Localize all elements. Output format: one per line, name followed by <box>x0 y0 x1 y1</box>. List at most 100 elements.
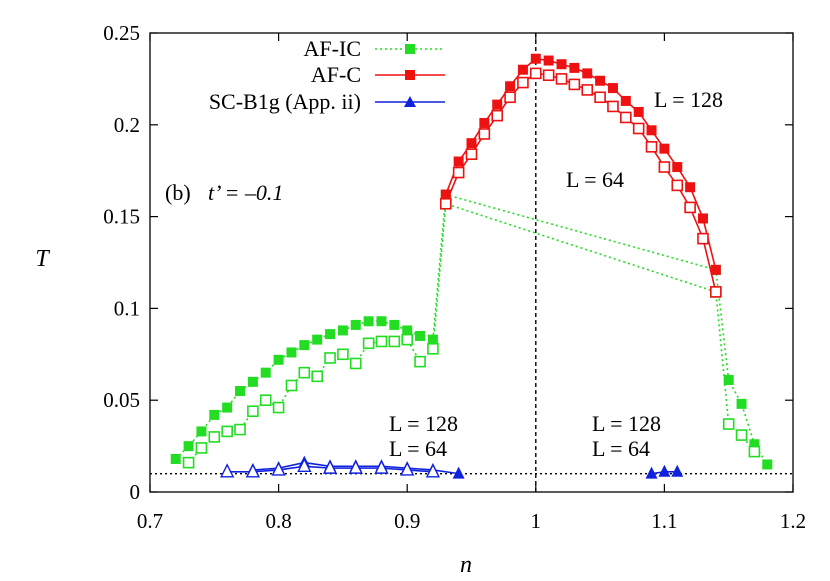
data-series <box>170 53 773 479</box>
data-point <box>465 148 478 160</box>
data-point <box>388 335 401 348</box>
data-point <box>183 441 194 452</box>
data-point <box>350 319 361 330</box>
data-point <box>646 125 657 136</box>
data-point <box>312 334 323 345</box>
data-point <box>749 439 760 450</box>
data-point <box>220 463 235 478</box>
series-line <box>445 72 717 293</box>
data-point <box>271 461 286 476</box>
data-point <box>478 128 491 140</box>
data-point <box>505 81 516 92</box>
data-point <box>222 402 233 413</box>
data-point <box>402 325 413 336</box>
data-point <box>607 100 619 113</box>
data-point <box>245 463 261 478</box>
x-tick-label: 1.2 <box>780 509 806 533</box>
y-tick-label: 0.25 <box>103 21 140 45</box>
data-point <box>479 117 490 128</box>
y-axis-label: T <box>35 246 50 272</box>
data-point <box>376 316 387 327</box>
y-tick-label: 0.1 <box>114 296 140 320</box>
data-point <box>348 459 363 474</box>
data-point <box>415 330 426 341</box>
data-point <box>234 423 246 436</box>
data-point <box>671 464 684 477</box>
size-label-sc-left-64: L = 64 <box>389 436 447 461</box>
data-point <box>735 429 748 441</box>
data-point <box>620 95 631 106</box>
data-point <box>633 106 644 117</box>
data-point <box>209 409 220 420</box>
x-tick-label: 1.1 <box>651 509 677 533</box>
size-label-sc-right-64: L = 64 <box>592 436 650 461</box>
data-point <box>221 425 233 438</box>
data-point <box>247 405 259 418</box>
data-point <box>632 122 645 135</box>
data-point <box>427 334 438 345</box>
data-point <box>453 156 464 167</box>
data-point <box>170 453 181 464</box>
data-point <box>504 91 516 104</box>
data-point <box>439 197 452 210</box>
data-point <box>748 445 761 458</box>
series-5 <box>220 457 441 478</box>
data-point <box>645 141 658 153</box>
data-point <box>607 83 618 94</box>
legend-label-af-c: AF-C <box>311 62 361 87</box>
series-2 <box>440 53 721 275</box>
series-3 <box>439 67 722 298</box>
data-point <box>658 161 671 173</box>
data-point <box>581 84 594 96</box>
data-point <box>195 442 208 454</box>
size-label-sc-right-128: L = 128 <box>592 411 661 436</box>
data-point <box>685 182 696 193</box>
data-point <box>594 91 606 104</box>
data-point <box>736 398 747 409</box>
legend-marker-sc-b1g <box>404 96 416 107</box>
data-point <box>569 62 580 73</box>
size-label-af-c-128: L = 128 <box>654 87 723 112</box>
series-line <box>175 193 768 465</box>
y-tick-label: 0.05 <box>103 388 140 412</box>
data-point <box>620 111 632 124</box>
data-point <box>492 99 503 110</box>
y-tick-label: 0.15 <box>103 205 140 229</box>
data-point <box>272 401 285 414</box>
series-line <box>445 57 717 271</box>
data-point <box>697 232 709 245</box>
data-point <box>672 162 683 173</box>
data-point <box>542 69 555 82</box>
panel-label: (b) <box>165 180 191 205</box>
data-point <box>337 325 348 336</box>
data-point <box>297 457 312 472</box>
data-point <box>362 337 375 350</box>
x-tick-label: 0.8 <box>265 509 291 533</box>
data-point <box>440 189 451 200</box>
x-axis-label: n <box>460 552 472 578</box>
data-point <box>658 464 671 477</box>
data-point <box>452 466 465 479</box>
legend: AF-IC AF-C SC-B1g (App. ii) <box>209 36 445 114</box>
parameter-label: t’ = –0.1 <box>208 180 283 205</box>
legend-label-sc-b1g: SC-B1g (App. ii) <box>209 89 361 114</box>
data-point <box>337 348 349 361</box>
data-point <box>722 418 735 430</box>
data-point <box>182 456 195 469</box>
series-6 <box>645 464 684 479</box>
data-point <box>374 459 389 474</box>
data-point <box>286 347 297 358</box>
data-point <box>322 459 338 474</box>
size-label-sc-left-128: L = 128 <box>389 411 458 436</box>
data-point <box>466 138 477 149</box>
x-tick-label: 0.7 <box>137 509 163 533</box>
x-tick-label: 0.9 <box>394 509 420 533</box>
data-point <box>235 386 246 397</box>
data-point <box>401 333 414 346</box>
data-point <box>684 201 696 214</box>
data-point <box>260 367 271 378</box>
data-point <box>311 370 323 383</box>
data-point <box>556 59 567 70</box>
data-point <box>555 73 568 85</box>
